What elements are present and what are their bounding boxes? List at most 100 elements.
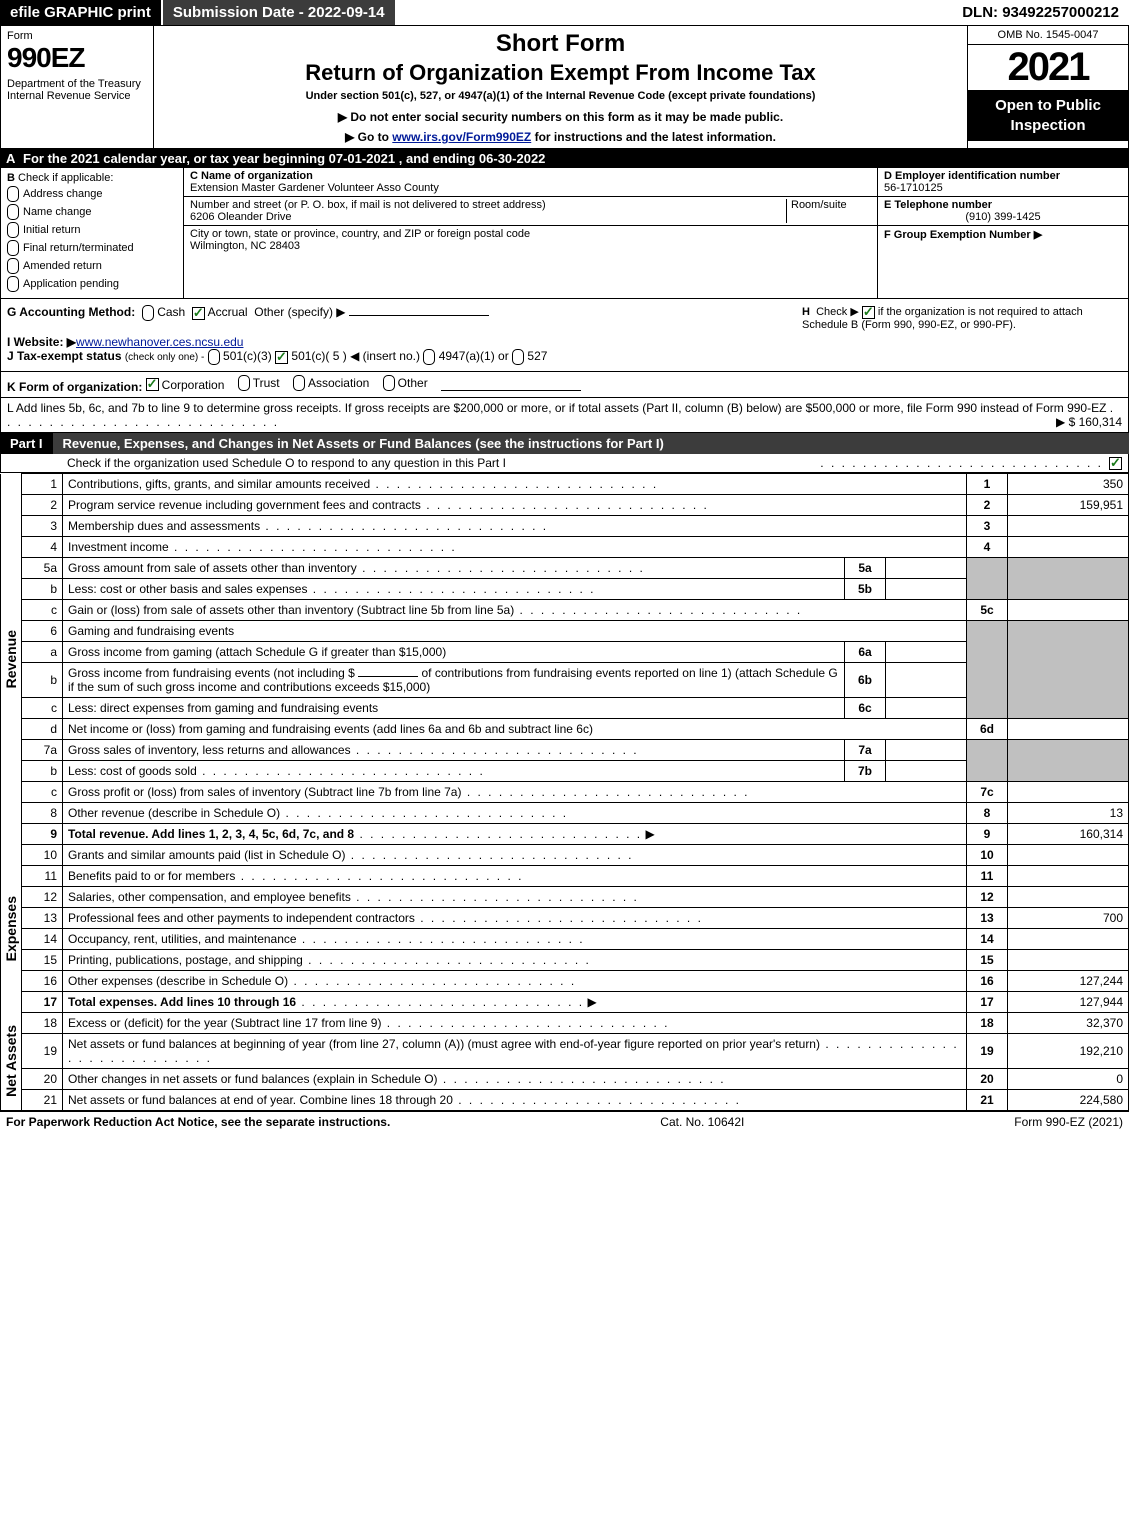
- line-5c-val: [1008, 600, 1129, 621]
- footer: For Paperwork Reduction Act Notice, see …: [0, 1111, 1129, 1132]
- line-6b-sub: 6b: [845, 663, 886, 698]
- schedule-o-text: Check if the organization used Schedule …: [7, 456, 814, 470]
- line-4-col: 4: [967, 537, 1008, 558]
- line-12-desc: Salaries, other compensation, and employ…: [68, 890, 351, 904]
- line-13-val: 700: [1008, 908, 1129, 929]
- revenue-side-label: Revenue: [1, 630, 21, 688]
- line-14-num: 14: [22, 929, 63, 950]
- check-address-change[interactable]: Address change: [7, 186, 177, 202]
- check-application-pending[interactable]: Application pending: [7, 276, 177, 292]
- cash-checkbox[interactable]: [142, 305, 154, 321]
- check-final-return[interactable]: Final return/terminated: [7, 240, 177, 256]
- line-4-num: 4: [22, 537, 63, 558]
- line-7c-col: 7c: [967, 782, 1008, 803]
- line-6d-col: 6d: [967, 719, 1008, 740]
- header-left: Form 990EZ Department of the Treasury In…: [1, 26, 154, 148]
- website-label: I Website: ▶: [7, 335, 76, 349]
- line-8-num: 8: [22, 803, 63, 824]
- part-title: Revenue, Expenses, and Changes in Net As…: [53, 433, 1129, 454]
- line-6a-desc: Gross income from gaming (attach Schedul…: [63, 642, 845, 663]
- short-form-label: Short Form: [158, 30, 963, 58]
- line-2-num: 2: [22, 495, 63, 516]
- section-a-letter: A: [6, 151, 15, 166]
- 501c3-checkbox[interactable]: [208, 349, 220, 365]
- line-17-num: 17: [22, 992, 63, 1013]
- line-6d-desc: Net income or (loss) from gaming and fun…: [63, 719, 967, 740]
- line-12-num: 12: [22, 887, 63, 908]
- 501c-checkbox[interactable]: [275, 351, 288, 364]
- line-6a-num: a: [22, 642, 63, 663]
- line-1-num: 1: [22, 474, 63, 495]
- line-14-val: [1008, 929, 1129, 950]
- form-title: Return of Organization Exempt From Incom…: [158, 60, 963, 86]
- line-16-num: 16: [22, 971, 63, 992]
- cat-no: Cat. No. 10642I: [660, 1115, 744, 1129]
- line-5a-sub: 5a: [845, 558, 886, 579]
- check-initial-return[interactable]: Initial return: [7, 222, 177, 238]
- row-k: K Form of organization: Corporation Trus…: [0, 372, 1129, 398]
- col-c: C Name of organization Extension Master …: [184, 168, 878, 298]
- check-amended-return[interactable]: Amended return: [7, 258, 177, 274]
- line-5c-desc: Gain or (loss) from sale of assets other…: [68, 603, 514, 617]
- line-7b-sub: 7b: [845, 761, 886, 782]
- note2-post: for instructions and the latest informat…: [531, 130, 776, 144]
- line-9-col: 9: [967, 824, 1008, 845]
- line-19-num: 19: [22, 1034, 63, 1069]
- netassets-side-label: Net Assets: [1, 1025, 21, 1097]
- line-21-num: 21: [22, 1090, 63, 1111]
- line-12-val: [1008, 887, 1129, 908]
- tax-year: 2021: [968, 45, 1128, 90]
- line-10-col: 10: [967, 845, 1008, 866]
- corp-checkbox[interactable]: [146, 378, 159, 391]
- line-18-col: 18: [967, 1013, 1008, 1034]
- accrual-checkbox[interactable]: [192, 307, 205, 320]
- part-i-check-row: Check if the organization used Schedule …: [0, 454, 1129, 473]
- line-19-val: 192,210: [1008, 1034, 1129, 1069]
- city-label: City or town, state or province, country…: [190, 228, 530, 240]
- efile-label[interactable]: efile GRAPHIC print: [0, 0, 161, 25]
- note2-pre: ▶ Go to: [345, 130, 392, 144]
- line-5b-desc: Less: cost or other basis and sales expe…: [68, 582, 307, 596]
- assoc-checkbox[interactable]: [293, 375, 305, 391]
- other-org-checkbox[interactable]: [383, 375, 395, 391]
- line-21-desc: Net assets or fund balances at end of ye…: [68, 1093, 453, 1107]
- line-3-num: 3: [22, 516, 63, 537]
- ssn-note: ▶ Do not enter social security numbers o…: [158, 110, 963, 124]
- check-name-change[interactable]: Name change: [7, 204, 177, 220]
- h-check-text: Check ▶: [816, 306, 859, 318]
- line-14-desc: Occupancy, rent, utilities, and maintena…: [68, 932, 297, 946]
- line-7b-desc: Less: cost of goods sold: [68, 764, 197, 778]
- 4947-checkbox[interactable]: [423, 349, 435, 365]
- 527-checkbox[interactable]: [512, 349, 524, 365]
- line-6d-num: d: [22, 719, 63, 740]
- line-2-val: 159,951: [1008, 495, 1129, 516]
- schedule-o-checkbox[interactable]: [1109, 457, 1122, 470]
- line-11-desc: Benefits paid to or for members: [68, 869, 235, 883]
- line-15-desc: Printing, publications, postage, and shi…: [68, 953, 303, 967]
- irs-link-note: ▶ Go to www.irs.gov/Form990EZ for instru…: [158, 130, 963, 144]
- other-label: Other (specify) ▶: [254, 305, 345, 319]
- line-11-num: 11: [22, 866, 63, 887]
- line-7c-val: [1008, 782, 1129, 803]
- schedule-b-checkbox[interactable]: [862, 306, 875, 319]
- dln-label: DLN: 93492257000212: [952, 0, 1129, 25]
- line-table: Revenue 1 Contributions, gifts, grants, …: [0, 473, 1129, 1111]
- website-link[interactable]: www.newhanover.ces.ncsu.edu: [76, 335, 243, 349]
- line-9-desc: Total revenue. Add lines 1, 2, 3, 4, 5c,…: [68, 827, 354, 841]
- row-gh: G Accounting Method: Cash Accrual Other …: [0, 299, 1129, 372]
- trust-checkbox[interactable]: [238, 375, 250, 391]
- tax-year-range: For the 2021 calendar year, or tax year …: [23, 151, 545, 166]
- room-suite-label: Room/suite: [787, 199, 871, 223]
- line-15-num: 15: [22, 950, 63, 971]
- line-13-col: 13: [967, 908, 1008, 929]
- irs-link[interactable]: www.irs.gov/Form990EZ: [392, 130, 531, 144]
- line-11-val: [1008, 866, 1129, 887]
- line-17-desc: Total expenses. Add lines 10 through 16: [68, 995, 296, 1009]
- ein-label: D Employer identification number: [884, 170, 1060, 182]
- line-1-desc: Contributions, gifts, grants, and simila…: [68, 477, 370, 491]
- line-20-col: 20: [967, 1069, 1008, 1090]
- l-amount: ▶ $ 160,314: [1056, 415, 1122, 429]
- line-16-val: 127,244: [1008, 971, 1129, 992]
- expenses-side-label: Expenses: [1, 896, 21, 961]
- line-2-col: 2: [967, 495, 1008, 516]
